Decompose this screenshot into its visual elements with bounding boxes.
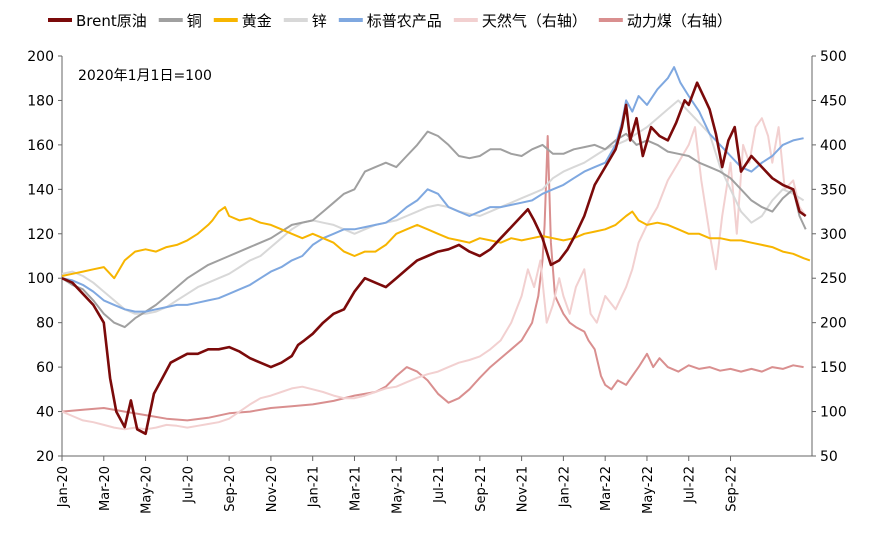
left-tick-label: 120 [27,227,54,243]
legend-label-6: 动力煤（右轴） [627,12,732,30]
x-tick-label: Jul-22 [683,466,698,504]
left-tick-label: 40 [36,405,54,421]
x-tick-label: Sep-22 [725,466,740,512]
left-tick-label: 200 [27,49,54,65]
series-line-4 [61,66,804,313]
series-line-1 [61,130,807,329]
x-tick-label: Mar-20 [98,466,113,511]
base-date-note: 2020年1月1日=100 [78,68,212,84]
x-tick-label: Mar-21 [348,466,363,511]
series-line-5 [61,117,807,431]
series-line-0 [61,81,807,436]
x-tick-label: Mar-22 [599,466,614,511]
x-tick-label: May-21 [390,466,405,514]
x-tick-label: Jan-22 [557,466,572,508]
right-tick-label: 350 [820,182,847,198]
x-tick-label: Sep-21 [474,466,489,512]
x-tick-label: May-20 [140,466,155,514]
left-tick-label: 60 [36,360,54,376]
series-line-3 [61,99,805,315]
x-tick-label: Jan-21 [307,466,322,508]
left-tick-label: 180 [27,93,54,109]
x-tick-label: Jul-21 [432,466,447,504]
x-tick-label: Nov-21 [516,466,531,512]
left-tick-label: 80 [36,316,54,332]
series-group [61,66,811,436]
right-tick-label: 100 [820,405,847,421]
right-tick-label: 200 [820,316,847,332]
legend-label-5: 天然气（右轴） [482,12,587,30]
legend-label-0: Brent原油 [76,12,147,30]
x-tick-label: Nov-20 [265,466,280,512]
right-tick-label: 400 [820,138,847,154]
axes-group: 20 40 60 80 100 120 140 160 180 200 50 100 150 200 250… [27,49,846,514]
x-tick-label: Jul-20 [181,466,196,504]
legend-label-2: 黄金 [242,12,272,30]
right-tick-label: 50 [820,449,838,465]
left-tick-label: 100 [27,271,54,287]
left-tick-label: 140 [27,182,54,198]
legend-group: Brent原油 铜 黄金 锌 标普农产品 天然气（右轴） 动力煤（右轴） [48,12,732,30]
right-tick-label: 300 [820,227,847,243]
left-tick-label: 20 [36,449,54,465]
legend-label-4: 标普农产品 [367,12,442,30]
x-tick-label: Sep-20 [223,466,238,512]
x-tick-label: Jan-20 [56,466,71,508]
left-tick-label: 160 [27,138,54,154]
series-line-6 [61,135,804,422]
right-tick-label: 500 [820,49,847,65]
series-line-2 [61,206,811,280]
right-tick-label: 150 [820,360,847,376]
x-tick-label: May-22 [641,466,656,514]
legend-label-3: 锌 [312,12,327,30]
right-tick-label: 250 [820,271,847,287]
legend-label-1: 铜 [187,12,202,30]
right-tick-label: 450 [820,93,847,109]
